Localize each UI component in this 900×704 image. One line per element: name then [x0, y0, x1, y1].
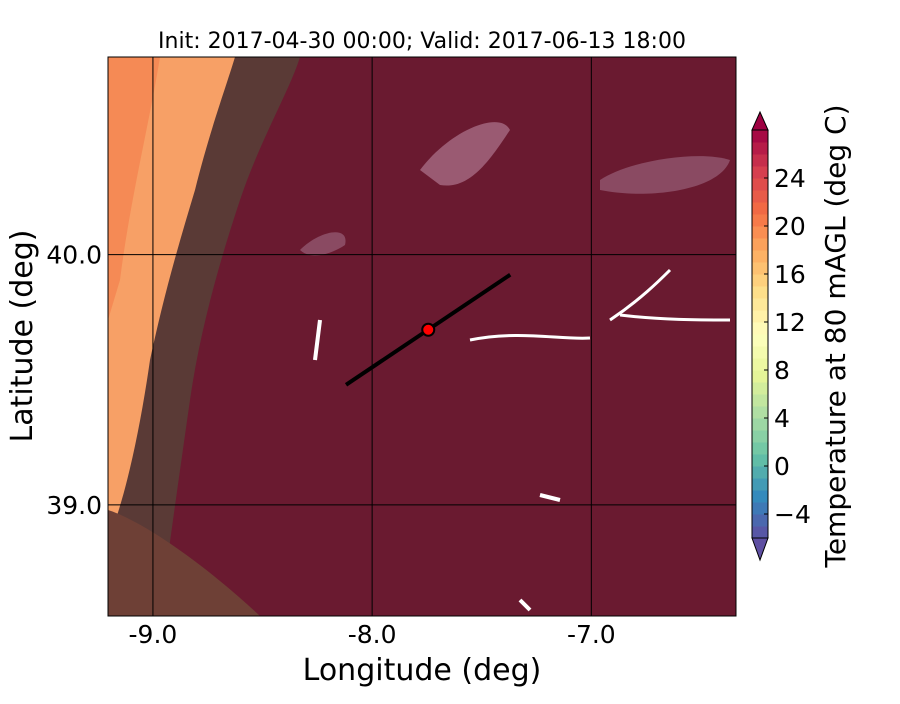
colorbar-band [752, 202, 768, 215]
colorbar-band [752, 490, 768, 503]
colorbar-band [752, 358, 768, 371]
colorbar-extend-max [751, 110, 769, 131]
point-marker [421, 322, 436, 337]
colorbar-tick-label: 16 [774, 260, 806, 289]
plot-frame [107, 56, 737, 617]
colorbar-tick-label: 4 [774, 404, 790, 433]
colorbar-band [752, 370, 768, 383]
chart-title: Init: 2017-04-30 00:00; Valid: 2017-06-1… [158, 29, 686, 54]
colorbar-tick-label: 20 [774, 212, 806, 241]
y-axis-label: Latitude (deg) [5, 230, 40, 443]
colorbar-band [752, 322, 768, 335]
colorbar-band [752, 262, 768, 275]
x-tick-label: -8.0 [348, 620, 397, 649]
colorbar-band [752, 178, 768, 191]
colorbar-band [752, 430, 768, 443]
colorbar-band [752, 238, 768, 251]
colorbar-band [752, 142, 768, 155]
colorbar-band [752, 478, 768, 491]
colorbar-band [752, 394, 768, 407]
x-tick-label: -7.0 [567, 620, 616, 649]
y-tick-label: 40.0 [46, 241, 102, 270]
colorbar-frame [751, 129, 769, 539]
colorbar-tick-label: 0 [774, 452, 790, 481]
colorbar-band [752, 406, 768, 419]
colorbar-band [752, 274, 768, 287]
colorbar-band [752, 502, 768, 515]
colorbar-band [752, 130, 768, 143]
x-tick-label: -9.0 [129, 620, 178, 649]
y-tick-label: 39.0 [46, 491, 102, 520]
colorbar-band [752, 250, 768, 263]
colorbar-band [752, 298, 768, 311]
colorbar-band [752, 166, 768, 179]
colorbar-extend-min [751, 537, 769, 562]
colorbar-band [752, 310, 768, 323]
colorbar-tick-label: 12 [774, 308, 806, 337]
colorbar-band [752, 442, 768, 455]
colorbar-band [752, 526, 768, 539]
colorbar-label: Temperature at 80 mAGL (deg C) [819, 104, 852, 568]
colorbar-band [752, 454, 768, 467]
colorbar-band [752, 514, 768, 527]
colorbar-tick-label: 24 [774, 164, 806, 193]
colorbar-tick-label: −4 [774, 500, 811, 529]
colorbar-band [752, 226, 768, 239]
colorbar-band [752, 466, 768, 479]
colorbar-band [752, 382, 768, 395]
map-background [108, 57, 736, 616]
colorbar-band [752, 418, 768, 431]
colorbar-band [752, 190, 768, 203]
colorbar-band [752, 334, 768, 347]
x-axis-label: Longitude (deg) [303, 653, 542, 688]
colorbar-band [752, 286, 768, 299]
colorbar-band [752, 154, 768, 167]
colorbar-tick-label: 8 [774, 356, 790, 385]
colorbar-band [752, 346, 768, 359]
colorbar-band [752, 214, 768, 227]
